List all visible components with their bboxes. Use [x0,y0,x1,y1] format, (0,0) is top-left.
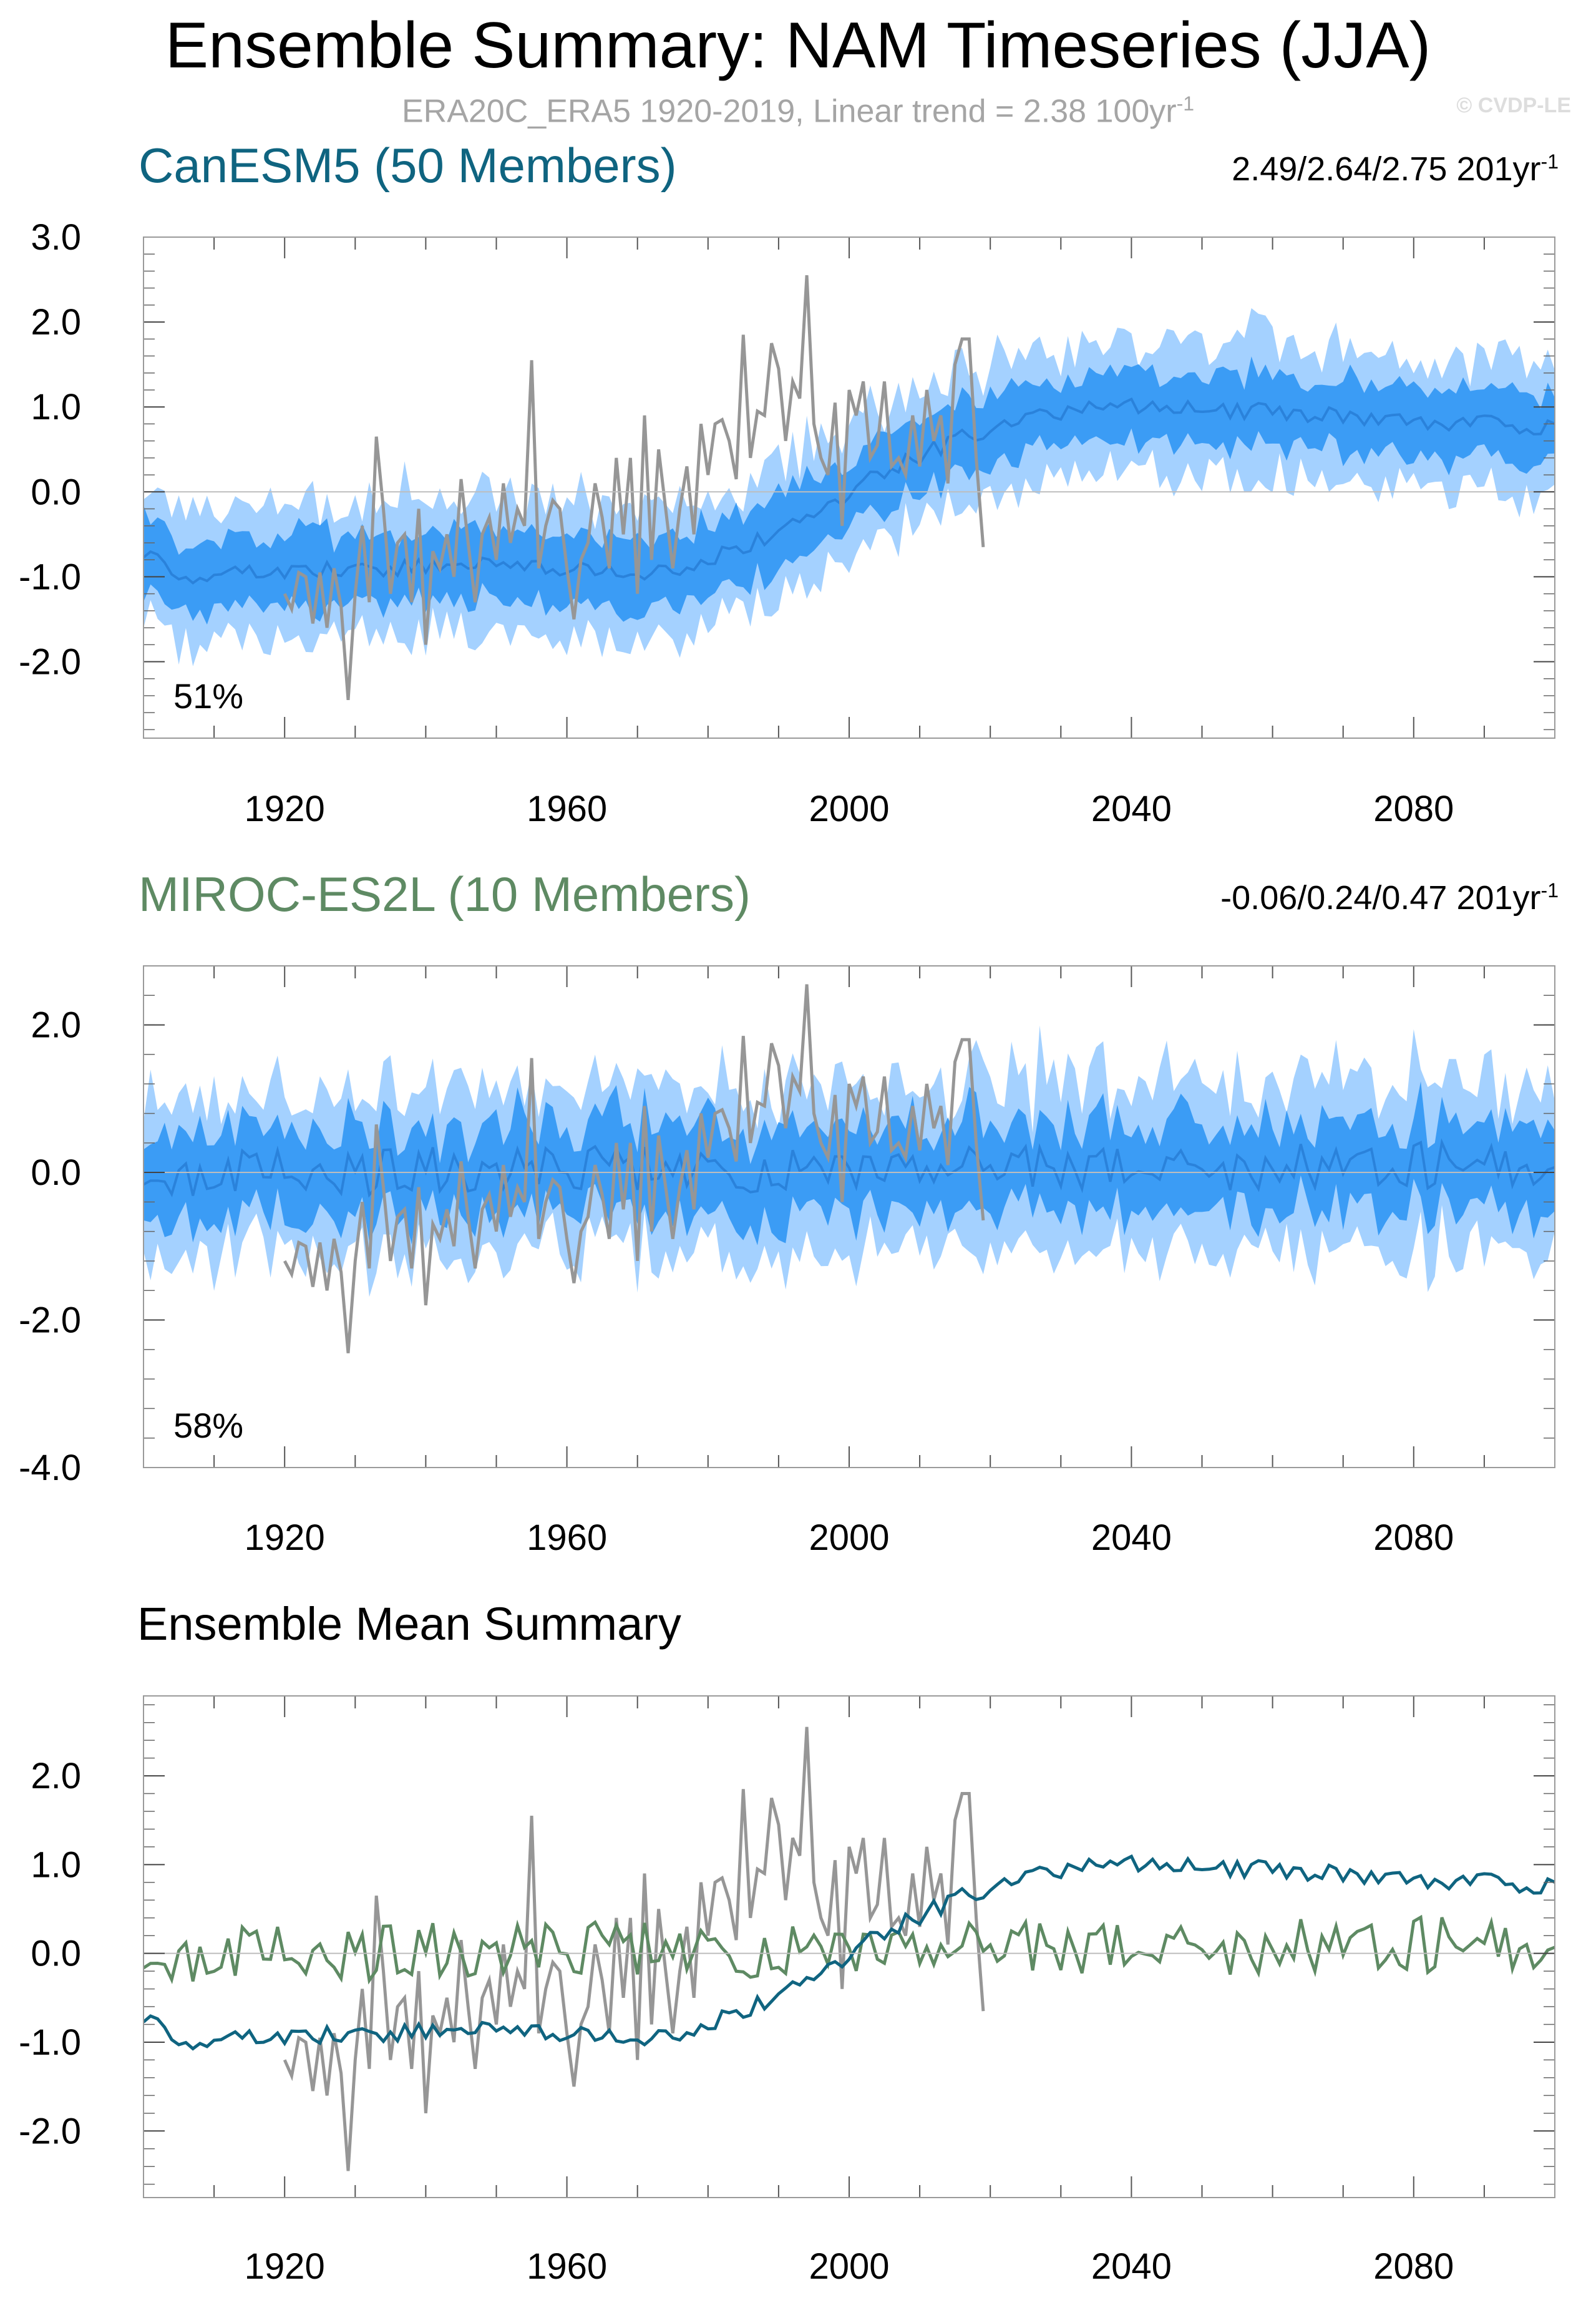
x-tick-label: 2000 [809,1517,889,1558]
subtitle-exponent: -1 [1176,92,1195,115]
y-tick-label: 2.0 [31,302,81,343]
data-miroc-panel [144,984,1555,1353]
x-tick-label: 1920 [245,2246,325,2287]
miroc-title: MIROC-ES2L (10 Members) [139,867,751,922]
canesm5-title: CanESM5 (50 Members) [139,138,677,193]
subtitle-text: ERA20C_ERA5 1920-2019, Linear trend = 2.… [401,93,1177,130]
miroc-trend-text: -0.06/0.24/0.47 201yr [1220,879,1541,917]
ensemble-mean-line [144,1138,1555,1198]
observations-line [283,1726,985,2171]
y-tick-label: 0.0 [31,1152,81,1193]
y-tick-label: -4.0 [19,1448,81,1488]
canesm5-trend-exp: -1 [1540,150,1559,173]
y-tick-label: 0.0 [31,1934,81,1974]
canesm5-mean-line [144,1854,1555,2051]
percent-label: 58% [173,1406,243,1445]
inner-spread-band [144,1081,1555,1245]
y-tick-label: -1.0 [19,2022,81,2063]
miroc-mean-line [144,1914,1555,1985]
y-tick-label: 3.0 [31,217,81,258]
y-tick-label: 1.0 [31,1844,81,1885]
y-tick-label: 1.0 [31,387,81,427]
y-tick-label: -1.0 [19,557,81,597]
chart-subtitle: ERA20C_ERA5 1920-2019, Linear trend = 2.… [0,92,1596,130]
x-tick-label: 2040 [1091,789,1172,829]
y-tick-label: -2.0 [19,2111,81,2151]
canesm5-trend-label: 2.49/2.64/2.75 201yr-1 [1232,150,1559,188]
x-tick-label: 2000 [809,2246,889,2287]
plot-frame [143,236,1555,739]
x-tick-label: 1960 [527,789,607,829]
x-tick-label: 2000 [809,789,889,829]
chart-title: Ensemble Summary: NAM Timeseries (JJA) [165,9,1431,82]
x-tick-label: 1920 [245,789,325,829]
x-tick-label: 1920 [245,1517,325,1558]
y-tick-label: 2.0 [31,1756,81,1796]
plot-frame [143,965,1555,1468]
data-canesm5-panel [144,275,1555,700]
y-tick-label: -2.0 [19,1300,81,1341]
observations-line [283,984,985,1353]
y-tick-label: -2.0 [19,642,81,683]
canesm5-trend-text: 2.49/2.64/2.75 201yr [1232,150,1541,188]
y-tick-label: 0.0 [31,472,81,512]
ensemble-mean-line [144,397,1555,585]
observations-line [283,275,985,700]
y-tick-label: 2.0 [31,1005,81,1046]
miroc-trend-label: -0.06/0.24/0.47 201yr-1 [1220,879,1559,917]
x-tick-label: 2080 [1373,789,1454,829]
x-tick-label: 2080 [1373,1517,1454,1558]
x-tick-label: 1960 [527,2246,607,2287]
x-tick-label: 2080 [1373,2246,1454,2287]
axes-miroc-panel: 2.0 0.0 -2.0 -4.0 1920 1960 2000 2040 2080 [19,965,1555,1558]
x-tick-label: 2040 [1091,2246,1172,2287]
axes-ensemble-mean-panel: 2.0 1.0 0.0 -1.0 -2.0 1920 1960 2000 2040 2080 [19,1695,1555,2287]
x-tick-label: 2040 [1091,1517,1172,1558]
plot-frame [143,1695,1555,2198]
miroc-trend-exp: -1 [1540,879,1559,902]
x-tick-label: 1960 [527,1517,607,1558]
axes-canesm5-panel: 3.0 2.0 1.0 0.0 -1.0 -2.0 1920 1960 2000 2040 2080 [19,217,1555,829]
watermark: © CVDP-LE [1456,94,1571,117]
percent-label: 51% [173,676,243,716]
ensemble-mean-title: Ensemble Mean Summary [137,1598,681,1650]
data-ensemble-mean [144,1726,1555,2171]
